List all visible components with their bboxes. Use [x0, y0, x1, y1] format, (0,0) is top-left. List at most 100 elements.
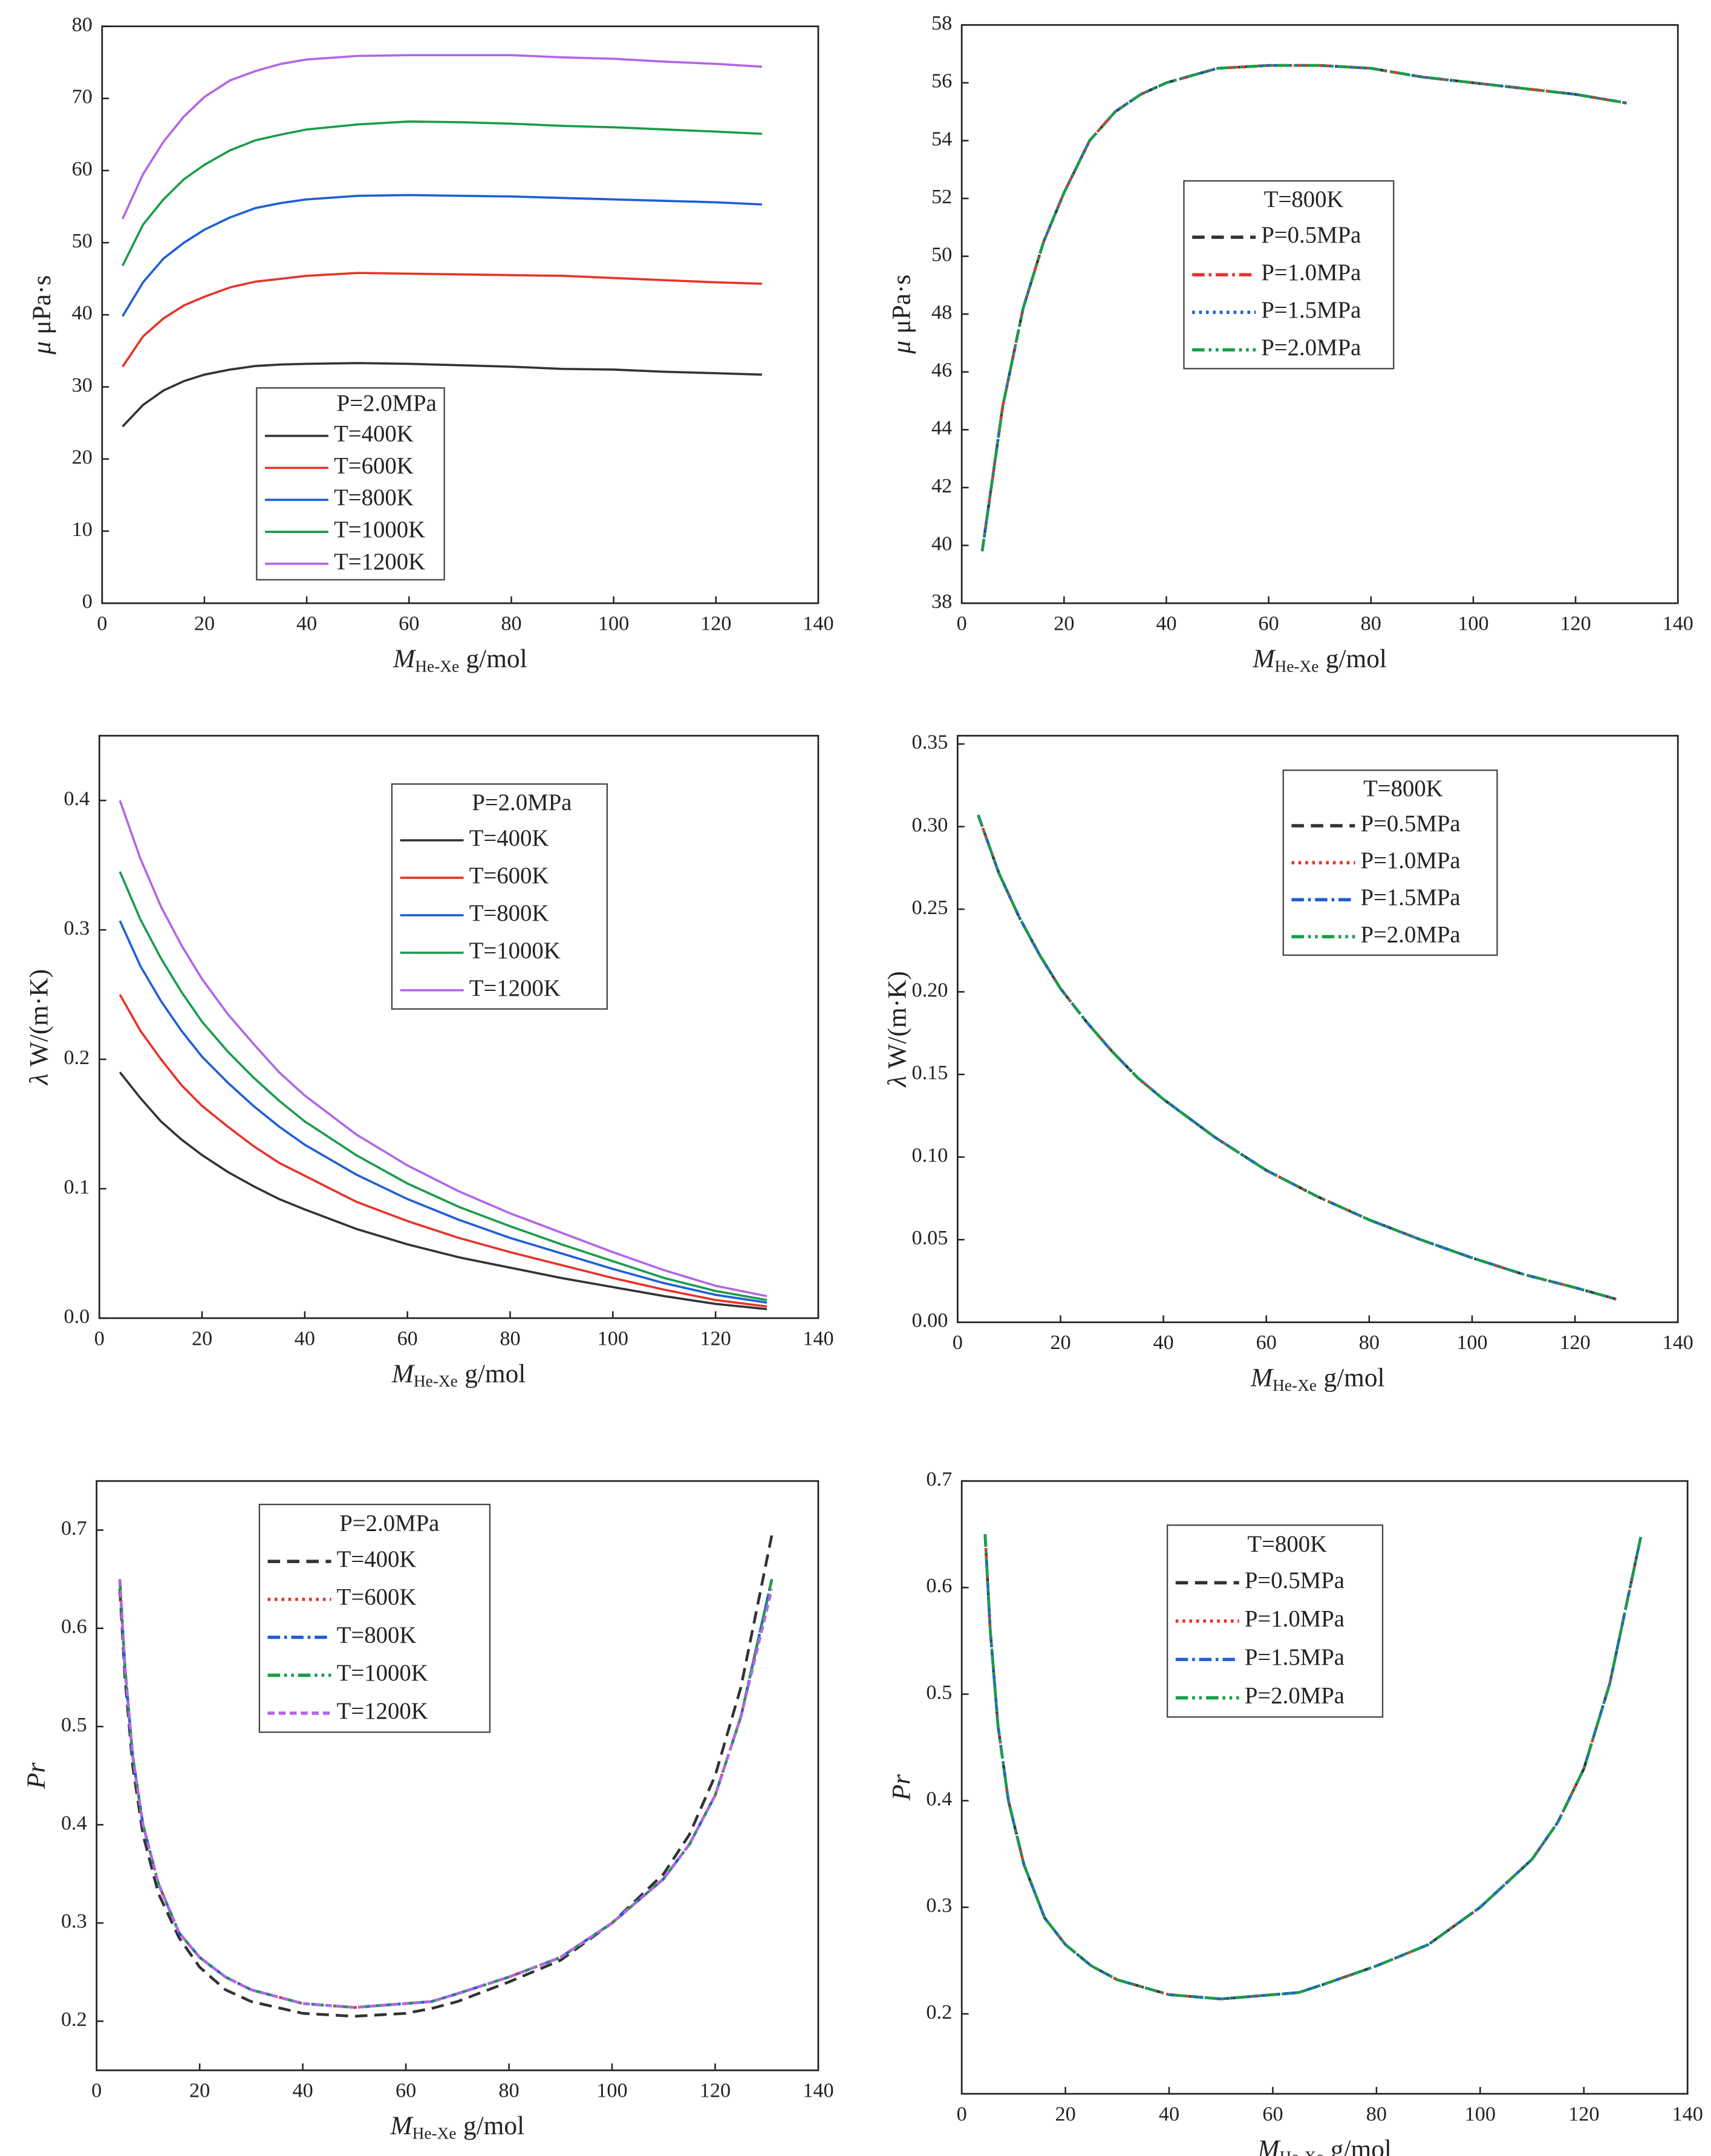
x-label-unit: g/mol [466, 644, 527, 673]
y-tick-label: 0.2 [61, 2008, 87, 2031]
y-axis-label: Pr [22, 1762, 51, 1789]
legend-label: T=600K [469, 863, 549, 889]
x-tick-label: 80 [498, 2080, 519, 2102]
legend-label: T=600K [337, 1584, 417, 1610]
y-label-unit: W/(m·K) [882, 971, 911, 1068]
legend-label: T=400K [337, 1546, 417, 1572]
x-tick-label: 100 [598, 1327, 628, 1350]
x-label-sub: He-Xe [1275, 658, 1319, 676]
series-line [980, 64, 1628, 552]
y-label-symbol: μ [887, 341, 916, 354]
y-tick-label: 54 [931, 128, 952, 150]
x-tick-label: 80 [1359, 1331, 1380, 1354]
x-tick-label: 40 [1153, 1331, 1173, 1354]
series-line [122, 54, 762, 220]
x-label-sub: He-Xe [414, 1372, 458, 1390]
y-tick-label: 52 [931, 186, 952, 208]
x-tick-label: 100 [598, 613, 629, 635]
y-tick-label: 0.20 [911, 979, 948, 1001]
x-tick-label: 0 [953, 1331, 963, 1354]
x-label-unit: g/mol [1326, 644, 1387, 673]
x-tick-label: 0 [957, 2103, 967, 2126]
y-label-symbol: λ [24, 1074, 53, 1086]
series-line [122, 272, 762, 368]
x-label-symbol: M [390, 2111, 414, 2140]
y-tick-label: 0.10 [911, 1145, 948, 1167]
legend-label: T=800K [469, 900, 549, 926]
legend-label: T=1000K [337, 1660, 428, 1686]
legend-title: P=2.0MPa [339, 1510, 439, 1536]
x-label-sub: He-Xe [412, 2125, 457, 2143]
y-tick-label: 30 [72, 374, 93, 396]
legend-label: P=1.5MPa [1361, 884, 1461, 910]
legend-title: P=2.0MPa [337, 390, 437, 416]
panel: 0 20 40 60 80 100 120 140 0.0 0.1 0.2 0.3 0.4 MHe-Xe g… [24, 734, 834, 1391]
y-tick-label: 40 [72, 302, 93, 324]
x-tick-label: 20 [1054, 613, 1074, 635]
legend-box [256, 387, 445, 581]
x-axis-label: MHe-Xe g/mol [1252, 644, 1387, 676]
plot-frame [956, 734, 1679, 1324]
series-line [119, 871, 768, 1301]
x-tick-label: 60 [1259, 613, 1279, 635]
x-tick-label: 100 [596, 2080, 627, 2102]
x-tick-label: 20 [189, 2080, 210, 2102]
y-label-symbol: Pr [22, 1762, 51, 1789]
y-tick-label: 0.2 [926, 2001, 952, 2024]
panel: 0 20 40 60 80 100 120 140 0.2 0.3 0.4 0.5 0.6 0.7 MHe-… [22, 1480, 834, 2143]
x-tick-label: 60 [1256, 1331, 1277, 1354]
y-tick-label: 0.7 [61, 1517, 87, 1540]
legend-box [1282, 769, 1498, 956]
x-label-unit: g/mol [1331, 2135, 1392, 2156]
series-line [977, 814, 1617, 1301]
y-tick-label: 0.7 [926, 1468, 952, 1491]
legend-box [391, 783, 608, 1010]
x-axis-label: MHe-Xe g/mol [391, 1359, 526, 1391]
y-axis-label: λ W/(m·K) [24, 969, 53, 1086]
legend-label: T=800K [337, 1622, 417, 1648]
series-line [118, 1579, 774, 2009]
x-tick-label: 140 [1672, 2103, 1703, 2126]
x-tick-label: 80 [1361, 613, 1381, 635]
x-tick-label: 40 [295, 1327, 315, 1350]
x-label-symbol: M [1250, 1364, 1274, 1393]
panel: 0 20 40 60 80 100 120 140 38 40 42 44 46 48 50 52 54 56 58… [887, 12, 1693, 676]
plot-frame [98, 734, 820, 1319]
x-tick-label: 20 [1050, 1331, 1071, 1354]
x-tick-label: 140 [1663, 613, 1693, 635]
y-axis-label: μ μPa·s [27, 275, 56, 355]
x-tick-label: 60 [399, 613, 419, 635]
y-tick-label: 10 [72, 518, 93, 541]
x-tick-label: 0 [97, 613, 107, 635]
y-label-unit: μPa·s [27, 275, 56, 335]
x-tick-label: 20 [192, 1327, 212, 1350]
x-tick-label: 120 [700, 2080, 731, 2102]
y-label-unit: W/(m·K) [24, 969, 53, 1067]
x-tick-label: 100 [1458, 613, 1488, 635]
x-label-symbol: M [1252, 644, 1276, 673]
y-tick-label: 50 [72, 230, 93, 252]
x-tick-label: 60 [397, 1327, 418, 1350]
y-tick-label: 0.25 [911, 897, 948, 919]
y-tick-label: 50 [931, 243, 952, 266]
y-tick-label: 44 [931, 417, 952, 439]
x-tick-label: 100 [1465, 2103, 1496, 2126]
series-line [118, 1535, 774, 2018]
x-label-symbol: M [393, 644, 417, 673]
y-tick-label: 0.6 [926, 1575, 952, 1597]
y-tick-label: 0.0 [64, 1305, 90, 1328]
panel: 0 20 40 60 80 100 120 140 0 10 20 30 40 50 60 70 80 MHe-X… [27, 13, 834, 675]
legend-label: P=1.0MPa [1245, 1606, 1344, 1632]
legend-label: T=1200K [337, 1698, 428, 1724]
y-tick-label: 58 [931, 12, 952, 34]
y-tick-label: 0 [82, 590, 93, 613]
y-tick-label: 38 [931, 590, 952, 613]
x-tick-label: 0 [94, 1327, 105, 1350]
y-label-symbol: λ [882, 1076, 911, 1088]
series-line [119, 920, 768, 1304]
x-label-sub: He-Xe [1273, 1376, 1317, 1394]
legend-label: P=2.0MPa [1245, 1683, 1344, 1709]
x-axis-label: MHe-Xe g/mol [393, 644, 527, 676]
legend-label: P=0.5MPa [1261, 222, 1361, 248]
x-tick-label: 20 [194, 613, 215, 635]
